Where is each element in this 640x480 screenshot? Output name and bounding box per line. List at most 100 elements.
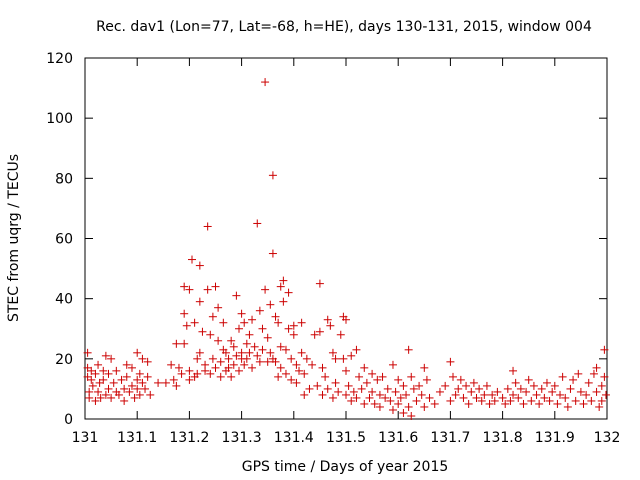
data-point <box>386 396 395 405</box>
data-point <box>388 405 397 414</box>
data-point <box>328 348 337 357</box>
data-point <box>112 366 121 375</box>
x-tick-label: 131.4 <box>274 430 314 446</box>
data-point <box>300 390 309 399</box>
data-point <box>276 282 285 291</box>
data-point <box>589 369 598 378</box>
x-tick-label: 131.7 <box>430 430 470 446</box>
data-point <box>563 402 572 411</box>
data-point <box>85 393 94 402</box>
data-point <box>420 363 429 372</box>
data-point <box>216 372 225 381</box>
data-point <box>122 360 131 369</box>
x-tick-label: 131.9 <box>535 430 575 446</box>
data-point <box>211 282 220 291</box>
data-point <box>342 390 350 399</box>
data-point <box>587 396 596 405</box>
data-point <box>355 372 364 381</box>
data-point <box>297 318 306 327</box>
data-point <box>566 384 575 393</box>
data-point <box>245 330 254 339</box>
chart-title: Rec. dav1 (Lon=77, Lat=-68, h=HE), days … <box>96 19 592 35</box>
y-tick-label: 20 <box>55 352 73 368</box>
data-point <box>214 303 223 312</box>
data-point <box>582 390 591 399</box>
data-point <box>488 390 497 399</box>
data-point <box>135 390 144 399</box>
data-point <box>399 408 408 417</box>
data-point <box>87 375 96 384</box>
data-point <box>94 360 103 369</box>
data-point <box>287 354 296 363</box>
data-point <box>524 375 533 384</box>
data-point <box>101 390 110 399</box>
data-point <box>88 381 97 390</box>
data-point <box>516 384 525 393</box>
data-point <box>263 357 272 366</box>
data-point <box>490 396 499 405</box>
data-point <box>579 399 588 408</box>
data-point <box>91 396 100 405</box>
data-point <box>381 393 390 402</box>
x-tick-labels: 131 131.1 131.2 131.3 131.4 131.5 131.6 131.7 13… <box>72 430 621 446</box>
y-tick-label: 100 <box>46 111 73 127</box>
data-point <box>425 393 434 402</box>
data-point <box>394 375 403 384</box>
data-point <box>242 339 251 348</box>
data-point <box>289 321 298 330</box>
data-point <box>545 396 554 405</box>
data-point <box>342 366 350 375</box>
data-point <box>198 327 207 336</box>
data-point <box>141 384 150 393</box>
data-point <box>261 285 270 294</box>
data-point <box>91 369 100 378</box>
data-point <box>454 384 463 393</box>
data-point <box>161 378 170 387</box>
data-point <box>375 390 384 399</box>
data-point <box>477 396 486 405</box>
data-point <box>300 369 309 378</box>
data-point <box>167 360 176 369</box>
data-point <box>415 381 424 390</box>
data-point <box>368 369 377 378</box>
data-point <box>482 381 491 390</box>
data-point <box>177 369 186 378</box>
data-point <box>127 381 136 390</box>
data-point <box>255 306 264 315</box>
data-point <box>174 363 183 372</box>
data-point <box>514 393 523 402</box>
data-point <box>83 348 92 357</box>
data-point <box>268 171 277 180</box>
data-point <box>404 402 413 411</box>
data-point <box>219 318 228 327</box>
data-point <box>318 390 327 399</box>
data-point <box>180 282 189 291</box>
data-point <box>503 384 512 393</box>
data-point <box>211 363 220 372</box>
data-point <box>133 348 142 357</box>
data-point <box>308 360 317 369</box>
data-point <box>263 333 272 342</box>
data-point <box>292 378 301 387</box>
data-point <box>292 360 301 369</box>
data-point <box>368 387 377 396</box>
data-point <box>227 336 236 345</box>
data-point <box>556 390 565 399</box>
data-point <box>185 375 194 384</box>
data-point <box>375 402 384 411</box>
data-point <box>195 348 204 357</box>
data-point <box>339 354 348 363</box>
data-point <box>576 387 585 396</box>
data-point <box>342 315 350 324</box>
x-axis-label: GPS time / Days of year 2015 <box>242 459 449 475</box>
data-point <box>146 390 155 399</box>
data-point <box>391 387 400 396</box>
data-point <box>229 342 238 351</box>
x-tick-label: 131.3 <box>222 430 262 446</box>
data-point <box>206 369 215 378</box>
data-point <box>310 330 319 339</box>
data-point <box>281 369 290 378</box>
data-point <box>138 354 147 363</box>
y-tick-label: 80 <box>55 171 73 187</box>
data-point <box>94 387 103 396</box>
